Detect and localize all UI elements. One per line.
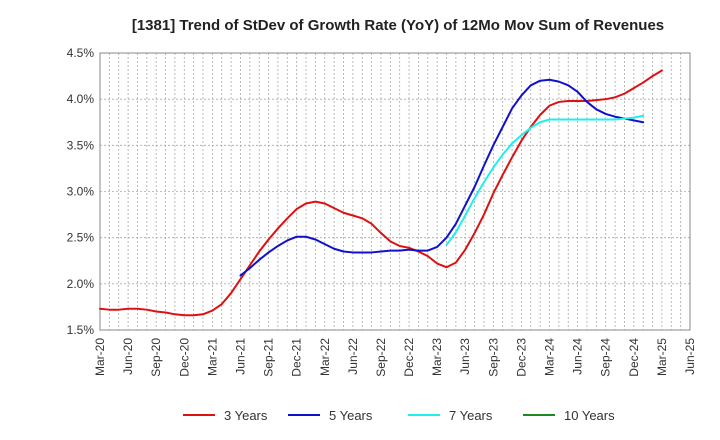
y-tick-label: 2.5%	[67, 231, 95, 245]
x-tick-label: Jun-24	[571, 338, 585, 375]
y-tick-label: 4.0%	[67, 92, 95, 106]
x-axis-ticks: Mar-20 Jun-20 Sep-20 Dec-20 Mar-21 Jun-21 Sep-…	[93, 338, 697, 377]
series-line-7-years	[445, 114, 645, 247]
x-tick-label: Sep-23	[486, 338, 500, 377]
x-tick-label: Dec-21	[290, 338, 304, 377]
x-tick-label: Mar-25	[655, 338, 669, 376]
x-tick-label: Sep-21	[262, 338, 276, 377]
x-tick-label: Dec-22	[402, 338, 416, 377]
plot-frame	[99, 52, 691, 331]
x-tick-label: Sep-24	[599, 338, 613, 377]
x-tick-label: Sep-20	[149, 338, 163, 377]
x-tick-label: Mar-23	[430, 338, 444, 376]
series-layer	[99, 69, 663, 317]
y-axis-ticks: 1.5% 2.0% 2.5% 3.0% 3.5% 4.0% 4.5%	[67, 46, 95, 337]
series-line-5-years	[239, 78, 645, 277]
x-tick-label: Dec-24	[627, 338, 641, 377]
legend-label: 7 Years	[449, 408, 493, 423]
chart-title: [1381] Trend of StDev of Growth Rate (Yo…	[132, 17, 664, 34]
x-tick-label: Dec-23	[514, 338, 528, 377]
x-tick-label: Jun-22	[346, 338, 360, 375]
x-tick-label: Mar-20	[93, 338, 107, 376]
y-tick-label: 1.5%	[67, 323, 95, 337]
x-tick-label: Jun-21	[233, 338, 247, 375]
y-tick-label: 3.5%	[67, 138, 95, 152]
legend-label: 3 Years	[224, 408, 268, 423]
legend-label: 10 Years	[564, 408, 615, 423]
legend-label: 5 Years	[329, 408, 373, 423]
grid-layer	[100, 52, 690, 331]
x-tick-label: Jun-23	[458, 338, 472, 375]
legend: 3 Years 5 Years 7 Years 10 Years	[183, 408, 615, 423]
x-tick-label: Jun-25	[683, 338, 697, 375]
x-tick-label: Sep-22	[374, 338, 388, 377]
x-tick-label: Mar-22	[318, 338, 332, 376]
x-tick-label: Jun-20	[121, 338, 135, 375]
x-tick-label: Mar-24	[543, 338, 557, 376]
y-tick-label: 4.5%	[67, 46, 95, 60]
series-line-3-years	[99, 69, 663, 317]
y-tick-label: 2.0%	[67, 277, 95, 291]
x-tick-label: Mar-21	[205, 338, 219, 376]
x-tick-label: Dec-20	[177, 338, 191, 377]
y-tick-label: 3.0%	[67, 185, 95, 199]
